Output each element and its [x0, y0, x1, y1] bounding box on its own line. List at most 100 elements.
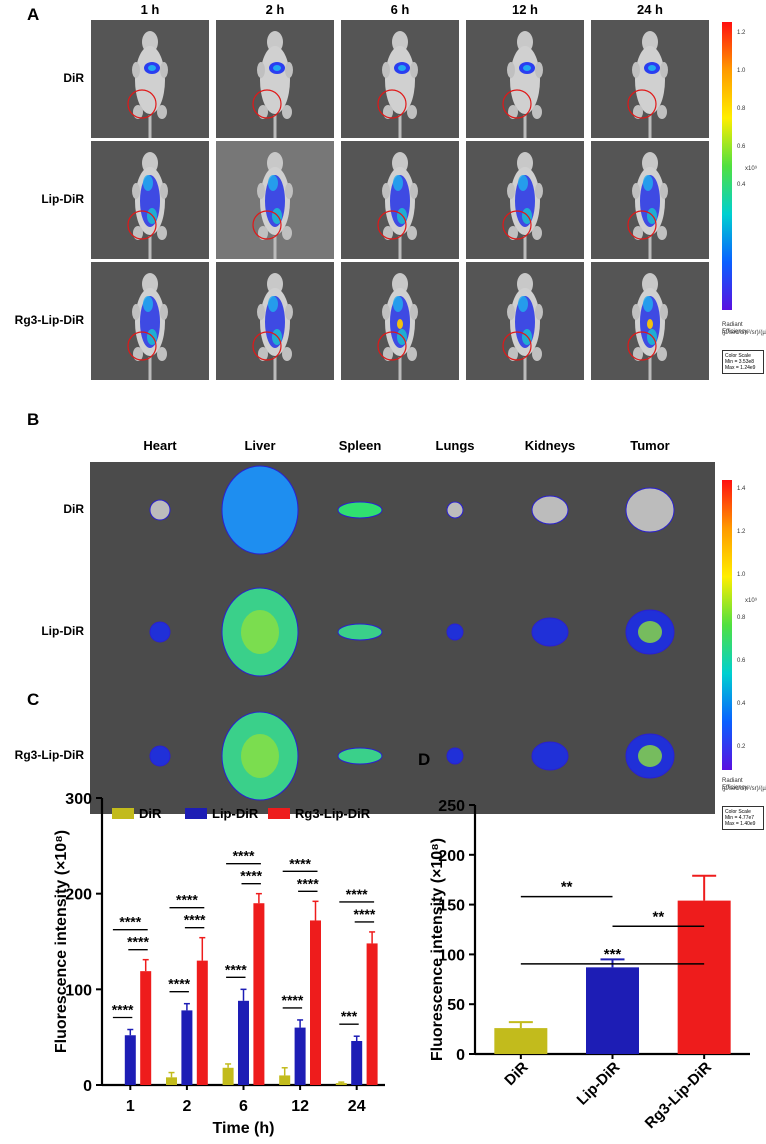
- mouse-image-svg: [591, 20, 709, 138]
- mouse-image: [91, 141, 209, 259]
- bar: [279, 1075, 291, 1085]
- color-scale-box: Color Scale Min = 4.77e7 Max = 1.40e9: [722, 806, 764, 830]
- mouse-image-svg: [216, 20, 334, 138]
- color-scale-max: Max = 1.24e9: [725, 365, 756, 371]
- y-tick-label: 0: [456, 1047, 465, 1064]
- significance-label: ****: [176, 892, 198, 908]
- mouse-image: [91, 262, 209, 380]
- panel-d-letter: D: [418, 750, 431, 769]
- color-scale-box: Color Scale Min = 3.53e8 Max = 1.24e9: [722, 350, 764, 374]
- timepoint-label: 2 h: [265, 2, 285, 17]
- mouse-silhouette: [257, 31, 293, 138]
- mouse-image-svg: [216, 262, 334, 380]
- mouse-image-svg: [91, 262, 209, 380]
- bar: [677, 900, 731, 1054]
- significance-label: ****: [354, 906, 376, 922]
- bar: [494, 1028, 548, 1054]
- bar: [222, 1067, 234, 1085]
- radiant-efficiency-title: Radiant Efficiency: [722, 322, 748, 335]
- bar: [238, 1000, 249, 1085]
- mouse-image-svg: [341, 141, 459, 259]
- colorbar-tick-label: 0.2: [737, 744, 746, 750]
- legend-swatch: [112, 808, 134, 819]
- colorbar-tick-label: 0.4: [737, 182, 746, 188]
- panel-c-letter: C: [27, 690, 40, 709]
- colorbar-exponent: x10⁹: [745, 598, 758, 604]
- panel-d-bar-chart: 0 50 100 150 200 250 Fluorescence intensity (×…: [429, 798, 750, 1132]
- significance-label: **: [652, 908, 664, 925]
- mouse-silhouette: [382, 31, 418, 138]
- mouse-image: [91, 20, 209, 138]
- group-label: Lip-DiR: [41, 624, 84, 638]
- organ-signal: [531, 495, 569, 525]
- legend-label: DiR: [139, 806, 162, 821]
- significance-label: ***: [604, 946, 622, 963]
- timepoint-label: 1 h: [140, 2, 160, 17]
- radiant-efficiency-units: (p/sec/cm²/sr)/(µW/cm²): [722, 330, 766, 336]
- color-scale-title: Color Scale: [725, 809, 751, 815]
- bar: [181, 1010, 193, 1085]
- colorbar: [722, 22, 732, 310]
- colorbar-tick-label: 0.4: [737, 701, 746, 707]
- y-tick-label: 200: [65, 887, 92, 904]
- significance-label: ****: [240, 868, 262, 884]
- significance-label: ****: [233, 848, 255, 864]
- y-tick-label: 100: [438, 947, 465, 964]
- organ-signal: [337, 623, 383, 641]
- panel-a-letter: A: [27, 5, 40, 24]
- significance-label: ****: [184, 912, 206, 928]
- organ-signal: [531, 741, 569, 771]
- color-scale-min: Min = 4.77e7: [725, 815, 755, 821]
- bar: [351, 1040, 363, 1085]
- colorbar-tick-label: 1.2: [737, 30, 746, 36]
- organ-signal: [149, 499, 171, 521]
- colorbar-tick-label: 0.8: [737, 106, 746, 112]
- significance-label: **: [561, 879, 573, 896]
- mouse-image: [591, 141, 709, 259]
- panel-c-bar-chart: 0 100 200 300 Fluorescence intensity (×10⁸) T…: [53, 791, 385, 1137]
- bar: [335, 1083, 347, 1085]
- bar: [310, 920, 321, 1085]
- y-axis-label: Fluorescence intensity (×10⁸): [429, 838, 446, 1061]
- y-tick-label: 100: [65, 982, 92, 999]
- tumor-roi-circle: [377, 210, 407, 240]
- mouse-image: [341, 141, 459, 259]
- mouse-image-svg: [466, 262, 584, 380]
- y-axis-label: Fluorescence intensity (×10⁸): [53, 830, 70, 1053]
- tumor-roi-circle: [377, 331, 407, 361]
- significance-label: ***: [341, 1008, 358, 1024]
- significance-label: ****: [119, 914, 141, 930]
- colorbar-tick-label: 0.8: [737, 615, 746, 621]
- organ-image-svg: [149, 465, 675, 801]
- mouse-image: [216, 20, 334, 138]
- tumor-roi-circle: [127, 89, 157, 119]
- organ-label: Kidneys: [524, 438, 576, 453]
- group-label: Rg3-Lip-DiR: [14, 313, 84, 327]
- mouse-image-svg: [466, 20, 584, 138]
- x-tick-label: 2: [182, 1098, 191, 1115]
- significance-label: ****: [297, 875, 319, 891]
- organ-signal: [446, 623, 464, 641]
- legend-swatch: [185, 808, 207, 819]
- x-tick-label: 12: [291, 1098, 309, 1115]
- mouse-silhouette: [507, 31, 543, 138]
- x-tick-label: 24: [348, 1098, 366, 1115]
- mouse-silhouette: [632, 31, 668, 138]
- panel-b-letter: B: [27, 410, 40, 429]
- mouse-image: [466, 141, 584, 259]
- organ-signal: [149, 621, 171, 643]
- x-tick-label: DiR: [501, 1059, 531, 1089]
- radiant-efficiency-units: (p/sec/cm²/sr)/(µW/cm²): [722, 786, 766, 792]
- organ-signal: [221, 465, 299, 555]
- mouse-image: [591, 20, 709, 138]
- colorbar-tick-label: 0.6: [737, 658, 746, 664]
- colorbar-tick-label: 1.0: [737, 572, 746, 578]
- legend-swatch: [268, 808, 290, 819]
- mouse-image-svg: [216, 141, 334, 259]
- timepoint-label: 12 h: [511, 2, 538, 17]
- significance-label: ****: [168, 976, 190, 992]
- mouse-image-svg: [91, 20, 209, 138]
- tumor-roi-circle: [127, 210, 157, 240]
- mouse-image-svg: [591, 262, 709, 380]
- significance-label: ****: [282, 992, 304, 1008]
